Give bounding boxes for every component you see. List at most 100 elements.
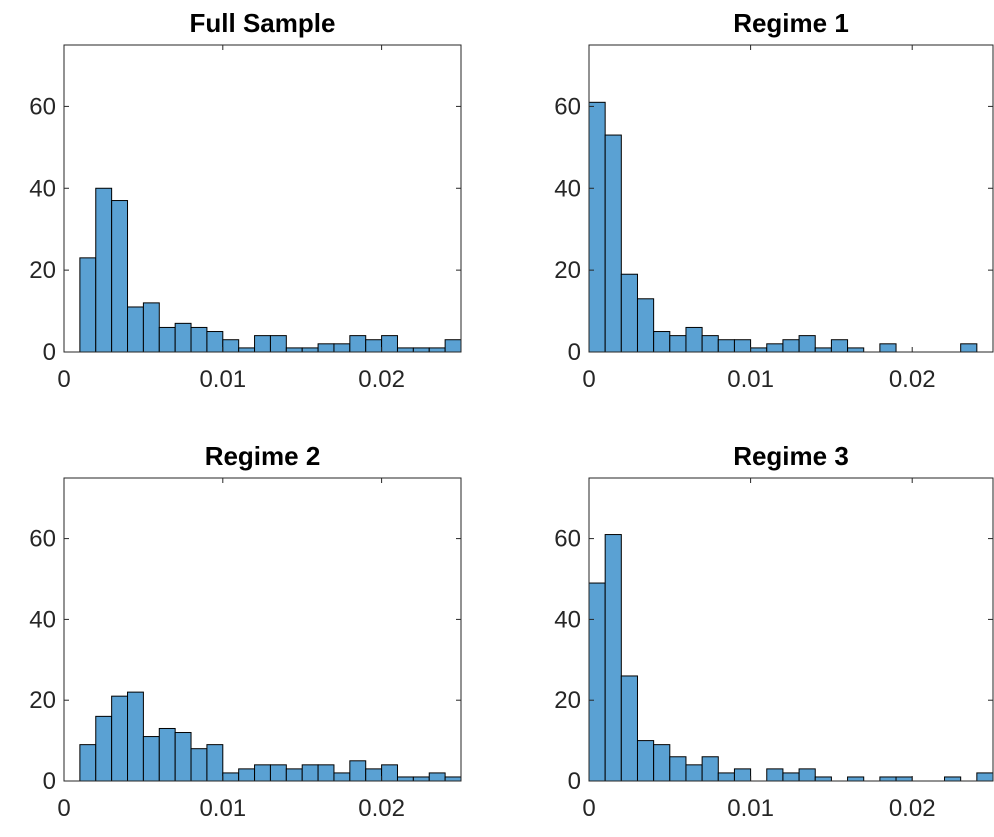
chart-title: Regime 2	[205, 441, 321, 471]
y-tick-label: 40	[29, 175, 56, 202]
histogram-panel-1: 0 20 40 60 0 0.01 0.02 Full Sample	[29, 8, 462, 393]
histogram-bar	[895, 776, 913, 781]
y-tick-label: 60	[29, 526, 56, 553]
histogram-bar	[333, 343, 351, 352]
histogram-bar	[766, 768, 784, 781]
histogram-bar	[604, 534, 622, 781]
y-tick-label: 0	[43, 339, 56, 366]
histogram-bar	[636, 298, 655, 352]
histogram-bar	[206, 331, 224, 352]
y-tick-label: 60	[554, 93, 581, 120]
histogram-bar	[381, 335, 398, 352]
x-tick-label: 0.02	[358, 795, 405, 822]
histogram-panel-4: 0 20 40 60 0 0.01 0.02 Regime 3	[554, 441, 994, 822]
chart-title: Regime 1	[733, 8, 849, 38]
histogram-bar	[396, 347, 414, 352]
histogram-bar	[190, 326, 208, 352]
histogram-bar	[589, 582, 606, 781]
histogram-bar	[412, 776, 430, 781]
chart-title: Regime 3	[733, 441, 849, 471]
histogram-bar	[460, 764, 461, 781]
histogram-bar	[95, 187, 113, 352]
x-tick-label: 0.01	[727, 366, 774, 393]
histogram-bar	[222, 772, 240, 781]
histogram-bar	[879, 776, 897, 781]
histogram-bar	[365, 339, 383, 352]
histogram-bar	[444, 339, 461, 352]
histogram-bar	[349, 760, 367, 781]
histogram-bar	[238, 768, 256, 781]
histogram-bar	[782, 339, 800, 352]
histogram-bar	[701, 756, 719, 781]
histogram-bar	[814, 347, 832, 352]
histogram-bar	[142, 302, 160, 352]
histogram-bar	[589, 101, 606, 352]
histogram-bar	[269, 335, 287, 352]
histogram-bar	[254, 335, 271, 352]
axes-frame	[588, 477, 994, 782]
histogram-bar	[301, 347, 319, 352]
histogram-bar	[428, 772, 446, 781]
histogram-bar	[847, 776, 865, 781]
histogram-bar	[750, 347, 768, 352]
x-tick-label: 0	[57, 795, 70, 822]
histogram-bar	[285, 347, 303, 352]
histogram-bar	[604, 134, 622, 352]
y-tick-label: 40	[29, 606, 56, 633]
histogram-bar	[174, 732, 192, 781]
histogram-bar	[669, 335, 687, 352]
y-tick-label: 0	[568, 339, 581, 366]
y-tick-label: 0	[568, 768, 581, 795]
histogram-bar	[254, 764, 271, 781]
histogram-bar	[365, 768, 383, 781]
y-tick-label: 20	[29, 257, 56, 284]
histogram-bar	[158, 727, 176, 781]
histogram-bar	[222, 339, 240, 352]
histogram-bar	[79, 744, 97, 781]
histogram-bar	[879, 343, 897, 352]
y-tick-label: 20	[554, 687, 581, 714]
x-tick-label: 0.01	[727, 795, 774, 822]
histogram-bar	[111, 200, 129, 352]
axes-frame	[63, 44, 462, 353]
histogram-bar	[944, 776, 962, 781]
histogram-bar	[798, 768, 816, 781]
histogram-bar	[127, 691, 144, 781]
histogram-bar	[127, 306, 144, 352]
axes-frame	[63, 477, 462, 782]
histogram-bar	[685, 764, 703, 781]
histogram-bar	[301, 764, 319, 781]
x-tick-label: 0.02	[358, 366, 405, 393]
histogram-bar	[190, 748, 208, 781]
histogram-bar	[653, 744, 671, 781]
histogram-bar	[396, 776, 414, 781]
histogram-bar	[620, 273, 638, 352]
bars	[79, 691, 461, 781]
histogram-bar	[717, 772, 735, 781]
bars	[589, 101, 978, 352]
histogram-bar	[976, 772, 993, 781]
histogram-bar	[620, 675, 638, 781]
histogram-bar	[733, 768, 752, 781]
histogram-bar	[653, 331, 671, 352]
bars	[589, 534, 993, 781]
histogram-bar	[444, 776, 461, 781]
y-tick-label: 60	[29, 93, 56, 120]
histogram-panel-2: 0 20 40 60 0 0.01 0.02 Regime 1	[554, 8, 994, 393]
histogram-bar	[782, 772, 800, 781]
histogram-bar	[669, 756, 687, 781]
histogram-bar	[733, 339, 752, 352]
x-tick-label: 0	[582, 795, 595, 822]
histogram-bar	[317, 764, 335, 781]
axes-frame	[588, 44, 994, 353]
y-tick-label: 40	[554, 606, 581, 633]
bars	[79, 187, 461, 352]
histogram-panel-3: 0 20 40 60 0 0.01 0.02 Regime 2	[29, 441, 462, 822]
histogram-bar	[847, 347, 865, 352]
histogram-bar	[412, 347, 430, 352]
histogram-bar	[381, 764, 398, 781]
histogram-bar	[814, 776, 832, 781]
histogram-bar	[142, 736, 160, 781]
histogram-bar	[701, 335, 719, 352]
